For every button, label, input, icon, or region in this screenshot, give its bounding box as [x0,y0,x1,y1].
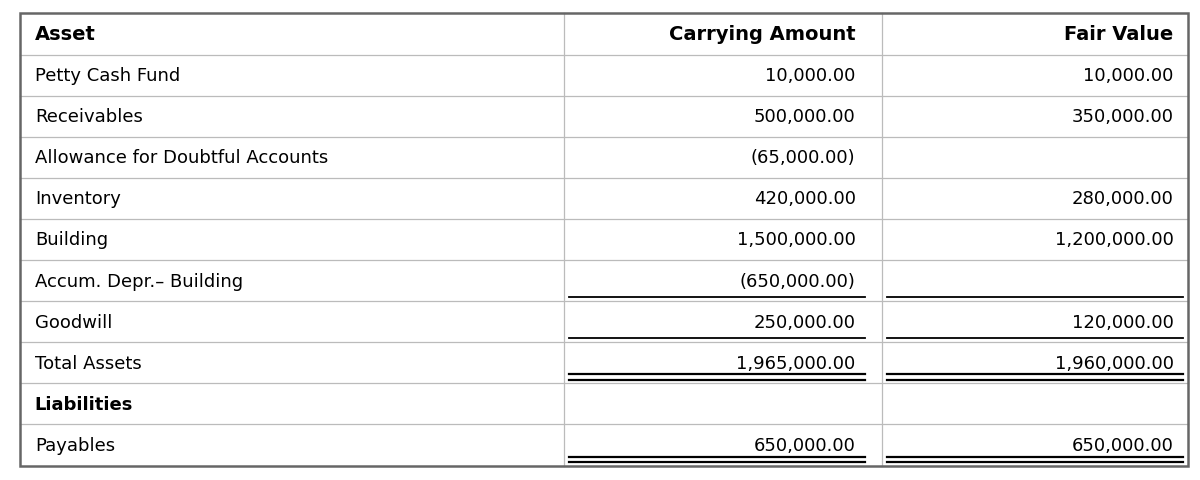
Text: 650,000.00: 650,000.00 [754,436,856,454]
Text: Carrying Amount: Carrying Amount [668,25,856,44]
Text: 10,000.00: 10,000.00 [1084,67,1174,85]
Text: Allowance for Doubtful Accounts: Allowance for Doubtful Accounts [35,149,328,167]
Text: Fair Value: Fair Value [1064,25,1174,44]
Text: 500,000.00: 500,000.00 [754,108,856,126]
Text: (65,000.00): (65,000.00) [751,149,856,167]
Text: 1,200,000.00: 1,200,000.00 [1055,231,1174,249]
Text: Accum. Depr.– Building: Accum. Depr.– Building [35,272,242,290]
Text: 1,500,000.00: 1,500,000.00 [737,231,856,249]
Text: Liabilities: Liabilities [35,395,133,413]
Text: 650,000.00: 650,000.00 [1072,436,1174,454]
Text: 280,000.00: 280,000.00 [1072,190,1174,208]
Text: Goodwill: Goodwill [35,313,112,331]
Text: 250,000.00: 250,000.00 [754,313,856,331]
Text: Petty Cash Fund: Petty Cash Fund [35,67,180,85]
Text: Payables: Payables [35,436,115,454]
Text: 1,965,000.00: 1,965,000.00 [737,354,856,372]
Text: 350,000.00: 350,000.00 [1072,108,1174,126]
Text: Asset: Asset [35,25,96,44]
Text: Inventory: Inventory [35,190,121,208]
Text: 10,000.00: 10,000.00 [766,67,856,85]
Text: Total Assets: Total Assets [35,354,142,372]
Text: 420,000.00: 420,000.00 [754,190,856,208]
Text: (650,000.00): (650,000.00) [739,272,856,290]
Text: Receivables: Receivables [35,108,143,126]
Text: 1,960,000.00: 1,960,000.00 [1055,354,1174,372]
Text: Building: Building [35,231,108,249]
Text: 120,000.00: 120,000.00 [1072,313,1174,331]
